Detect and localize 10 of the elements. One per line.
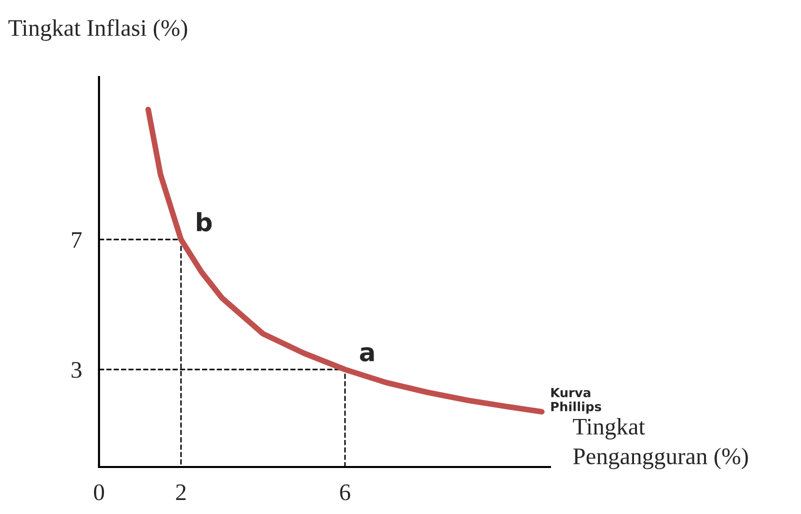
x-tick-label: 6 <box>340 484 350 500</box>
y-axis-title: Tingkat Inflasi (%) <box>8 19 188 41</box>
x-tick-label: 2 <box>176 484 186 500</box>
y-tick-label: 7 <box>72 232 82 248</box>
annotation: b <box>196 212 212 232</box>
annotation: Kurva Phillips <box>551 388 602 414</box>
annotation: a <box>360 347 374 362</box>
y-tick-label: 3 <box>72 362 82 378</box>
x-axis-title: Tingkat Pengangguran (%) <box>572 418 748 470</box>
x-tick-label: 0 <box>94 484 104 500</box>
